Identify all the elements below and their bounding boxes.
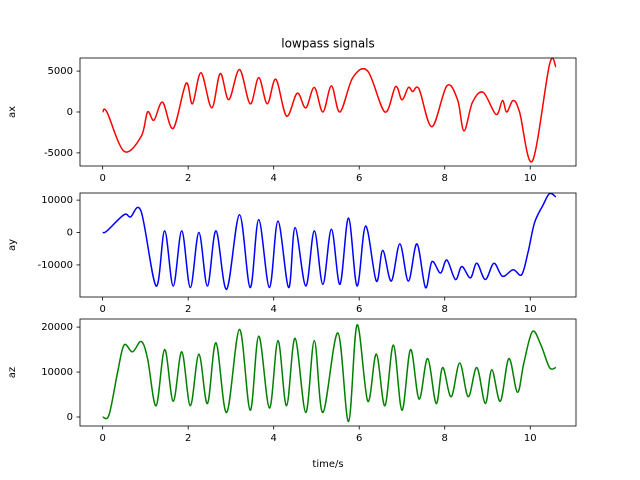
x-tick-label: 4 <box>271 304 277 315</box>
x-tick-label: 8 <box>442 173 448 184</box>
axes-frame <box>79 57 577 167</box>
x-tick-label: 10 <box>524 304 537 315</box>
y-tick-label: 0 <box>67 412 73 423</box>
data-line <box>102 324 557 423</box>
y-tick-label: 20000 <box>41 322 73 333</box>
axes-frame <box>79 192 577 298</box>
x-tick-label: 8 <box>442 433 448 444</box>
x-tick-label: 10 <box>524 173 537 184</box>
x-tick-label: 0 <box>99 173 105 184</box>
axes-frame <box>79 318 577 427</box>
y-tick-label: 0 <box>67 107 73 118</box>
y-tick-label: -5000 <box>44 148 73 159</box>
y-tick-label: -10000 <box>38 260 73 271</box>
x-tick-label: 0 <box>99 304 105 315</box>
x-tick-label: 8 <box>442 304 448 315</box>
data-line <box>101 57 557 163</box>
y-axis-label: ax <box>7 106 18 118</box>
x-tick-label: 2 <box>185 433 191 444</box>
x-axis-label: time/s <box>312 459 343 470</box>
x-tick-label: 4 <box>271 173 277 184</box>
x-tick-label: 2 <box>185 304 191 315</box>
x-tick-label: 6 <box>356 173 362 184</box>
y-tick-label: 0 <box>67 228 73 239</box>
y-tick-label: 5000 <box>48 66 73 77</box>
y-axis-label: ay <box>7 239 18 251</box>
x-tick-label: 2 <box>185 173 191 184</box>
chart-title: lowpass signals <box>281 37 375 51</box>
data-line <box>102 192 557 290</box>
y-tick-label: 10000 <box>41 195 73 206</box>
x-tick-label: 4 <box>271 433 277 444</box>
y-axis-label: az <box>7 367 18 378</box>
x-tick-label: 0 <box>99 433 105 444</box>
x-tick-label: 6 <box>356 433 362 444</box>
y-tick-label: 10000 <box>41 367 73 378</box>
x-tick-label: 10 <box>524 433 537 444</box>
x-tick-label: 6 <box>356 304 362 315</box>
